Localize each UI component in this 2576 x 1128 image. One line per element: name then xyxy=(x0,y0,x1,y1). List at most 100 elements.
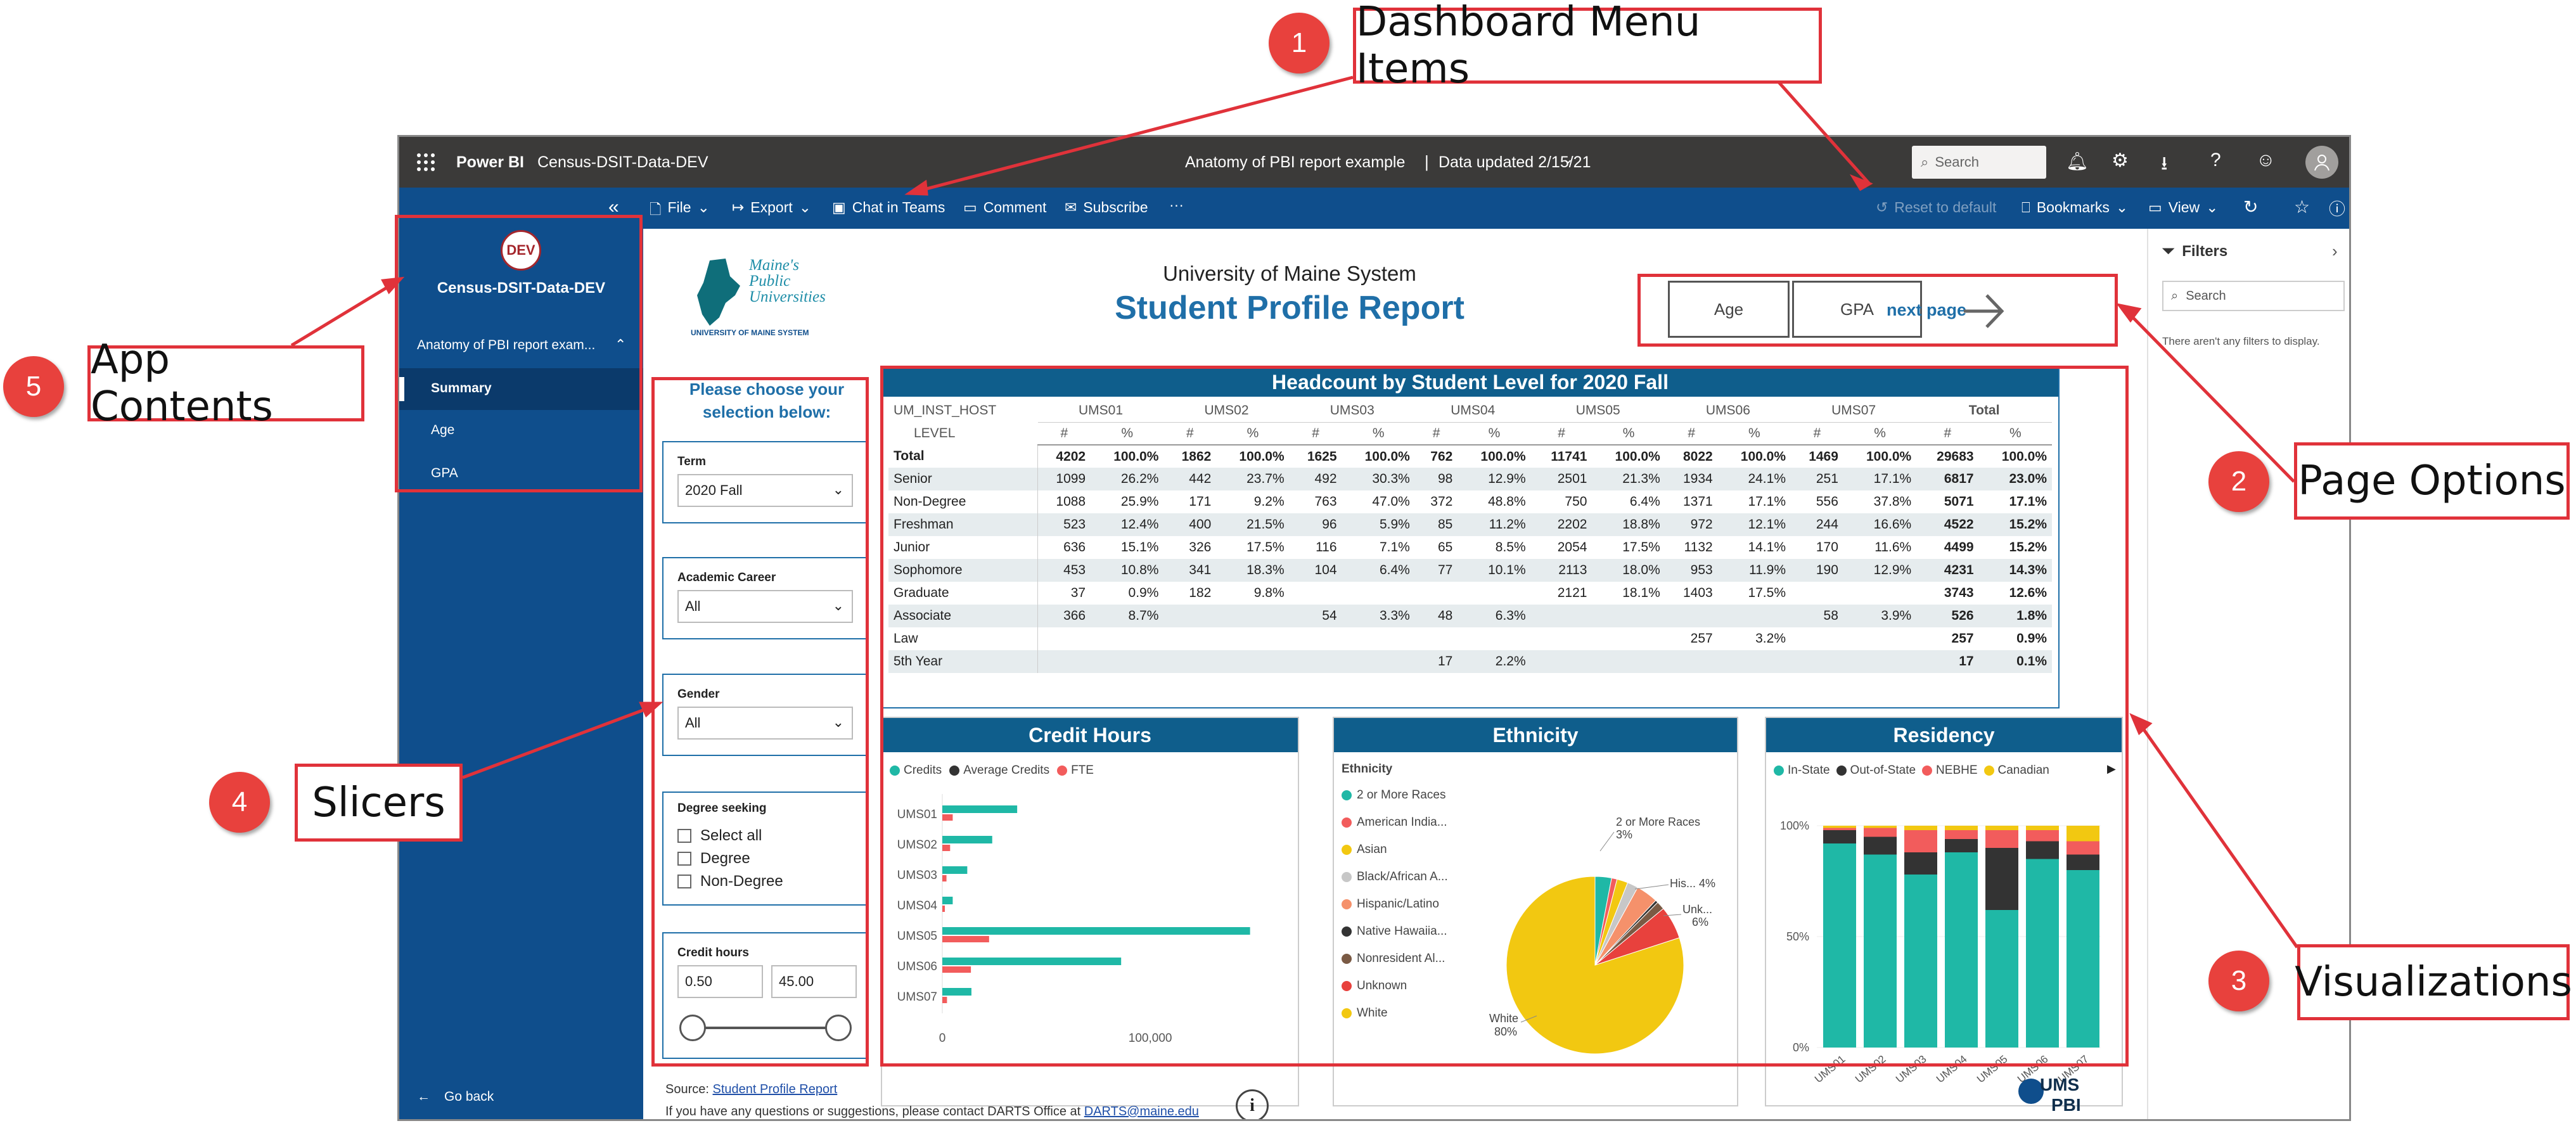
campus-header[interactable]: UMS03 xyxy=(1289,399,1415,423)
measure-header[interactable]: # xyxy=(1530,422,1592,445)
legend-item[interactable]: White xyxy=(1342,999,1448,1027)
table-row[interactable]: Senior 1099 26.2% 442 23.7% 492 30.3% 98 12.9% 25… xyxy=(888,468,2052,490)
credit-min-input[interactable]: 0.50 xyxy=(677,965,763,998)
legend-item[interactable]: Nonresident Al... xyxy=(1342,945,1448,972)
refresh-icon[interactable]: ↻ xyxy=(2243,197,2259,217)
credit-max-input[interactable]: 45.00 xyxy=(771,965,857,998)
nav-section-label[interactable]: Anatomy of PBI report exam... xyxy=(417,338,596,352)
table-row[interactable]: 5th Year 17 2.2% 17 0.1% xyxy=(888,650,2052,673)
measure-header[interactable]: # xyxy=(1037,422,1091,445)
file-menu[interactable]: 🗋︎ File ⌄ xyxy=(650,199,710,224)
workspace-name[interactable]: Census-DSIT-Data-DEV xyxy=(537,153,708,171)
measure-header[interactable]: % xyxy=(1091,422,1164,445)
legend-item[interactable]: Unknown xyxy=(1342,972,1448,999)
legend-scroll-icon[interactable]: ▶ xyxy=(2107,762,2116,775)
info-icon[interactable]: ⓘ xyxy=(2329,200,2346,219)
info-icon[interactable]: i xyxy=(1236,1089,1269,1119)
email-link[interactable]: DARTS@maine.edu xyxy=(1084,1105,1199,1118)
checkbox[interactable] xyxy=(677,875,691,888)
chevron-up-icon[interactable]: ⌃ xyxy=(615,336,627,352)
star-icon[interactable]: ☆ xyxy=(2294,197,2310,217)
measure-header[interactable]: % xyxy=(1342,422,1415,445)
campus-header[interactable]: UMS04 xyxy=(1414,399,1531,423)
degree-option[interactable]: Non-Degree xyxy=(677,870,783,893)
career-dropdown[interactable]: All ⌄ xyxy=(677,590,853,623)
table-row[interactable]: Sophomore 453 10.8% 341 18.3% 104 6.4% 77 10.1% 2… xyxy=(888,559,2052,582)
slider-max-handle[interactable] xyxy=(825,1015,852,1041)
measure-header[interactable]: % xyxy=(1717,422,1791,445)
gender-dropdown[interactable]: All ⌄ xyxy=(677,707,853,740)
chevron-right-icon[interactable]: › xyxy=(2332,241,2338,260)
table-row[interactable]: Total 4202 100.0% 1862 100.0% 1625 100.0% 762 10… xyxy=(888,445,2052,468)
bell-icon[interactable]: 🔔︎ xyxy=(2066,151,2089,171)
page-button-age[interactable]: Age xyxy=(1668,281,1790,338)
next-page-link[interactable]: next page xyxy=(1841,300,2012,320)
measure-header[interactable]: % xyxy=(1216,422,1290,445)
chevron-down-icon[interactable]: ⌄ xyxy=(1562,151,1574,167)
headcount-table[interactable]: UM_INST_HOST UMS01 UMS02 UMS03 UMS04 UMS05 UMS… xyxy=(888,399,2052,673)
table-row[interactable]: Law 257 3.2% 257 0.9% xyxy=(888,627,2052,650)
legend-item[interactable]: 2 or More Races xyxy=(1342,781,1448,809)
help-icon[interactable]: ? xyxy=(2210,150,2221,170)
filter-search-input[interactable]: ⌕ Search xyxy=(2162,281,2345,311)
residency-stacked-chart[interactable]: 100%50%0%UMS01 UMS02 UMS03 UMS04 UMS05 UMS06 U… xyxy=(1766,781,2122,1105)
table-row[interactable]: Junior 636 15.1% 326 17.5% 116 7.1% 65 8.5% 2054 1… xyxy=(888,536,2052,559)
chat-in-teams-button[interactable]: ▣ Chat in Teams xyxy=(832,199,945,216)
measure-header[interactable]: # xyxy=(1665,422,1718,445)
legend-item[interactable]: Native Hawaiia... xyxy=(1342,918,1448,945)
slider-min-handle[interactable] xyxy=(679,1015,706,1041)
nav-item-summary[interactable]: Summary xyxy=(399,368,643,410)
measure-header[interactable]: # xyxy=(1289,422,1342,445)
arrow-right-icon[interactable] xyxy=(1961,289,2006,333)
page-button-gpa[interactable]: GPA xyxy=(1792,281,1922,338)
bookmarks-menu[interactable]: ⎕ Bookmarks ⌄ xyxy=(2022,199,2128,216)
go-back-button[interactable]: ← Go back xyxy=(417,1089,494,1105)
credit-hours-chart[interactable]: UMS01 UMS02 UMS03 UMS04 UMS05 UMS06 UMS07 0 100,… xyxy=(882,781,1298,1105)
campus-header[interactable]: UMS01 xyxy=(1037,399,1164,423)
measure-header[interactable]: # xyxy=(1163,422,1217,445)
campus-header[interactable]: UMS06 xyxy=(1665,399,1791,423)
data-updated[interactable]: Data updated 2/15/21 xyxy=(1439,153,1591,171)
measure-header[interactable]: # xyxy=(1916,422,1979,445)
app-launcher-icon[interactable] xyxy=(413,150,439,175)
table-row[interactable]: Non-Degree 1088 25.9% 171 9.2% 763 47.0% 372 48.… xyxy=(888,490,2052,513)
term-dropdown[interactable]: 2020 Fall ⌄ xyxy=(677,474,853,507)
campus-header[interactable]: UMS02 xyxy=(1163,399,1290,423)
nav-item-age[interactable]: Age xyxy=(431,423,455,437)
measure-header[interactable]: % xyxy=(1458,422,1531,445)
degree-option[interactable]: Degree xyxy=(677,847,783,870)
gear-icon[interactable]: ⚙ xyxy=(2111,150,2129,171)
brand-label[interactable]: Power BI xyxy=(456,153,524,171)
measure-header[interactable]: # xyxy=(1791,422,1843,445)
table-row[interactable]: Freshman 523 12.4% 400 21.5% 96 5.9% 85 11.2% 220… xyxy=(888,513,2052,536)
subscribe-button[interactable]: ✉ Subscribe xyxy=(1065,199,1148,216)
checkbox[interactable] xyxy=(677,829,691,843)
legend-item[interactable]: American India... xyxy=(1342,809,1448,836)
measure-header[interactable]: % xyxy=(1978,422,2052,445)
smiley-icon[interactable]: ☺ xyxy=(2256,150,2276,170)
measure-header[interactable]: % xyxy=(1843,422,1917,445)
download-icon[interactable]: ⭳ xyxy=(2161,153,2168,174)
table-row[interactable]: Graduate 37 0.9% 182 9.8% 2121 18.1% 1403 17.5% 3… xyxy=(888,582,2052,605)
view-menu[interactable]: ▭ View ⌄ xyxy=(2148,199,2218,216)
nav-item-gpa[interactable]: GPA xyxy=(431,466,458,480)
legend-item[interactable]: Hispanic/Latino xyxy=(1342,890,1448,918)
reset-to-default-button[interactable]: ↺ Reset to default xyxy=(1876,199,1996,216)
legend-item[interactable]: Black/African A... xyxy=(1342,863,1448,890)
avatar[interactable] xyxy=(2305,146,2338,179)
checkbox[interactable] xyxy=(677,852,691,866)
legend-item[interactable]: Asian xyxy=(1342,836,1448,863)
source-link[interactable]: Student Profile Report xyxy=(712,1082,838,1096)
campus-header[interactable]: Total xyxy=(1916,399,2052,423)
degree-option[interactable]: Select all xyxy=(677,824,783,847)
campus-header[interactable]: UMS05 xyxy=(1530,399,1665,423)
search-box[interactable]: ⌕ Search xyxy=(1912,146,2046,179)
measure-header[interactable]: % xyxy=(1592,422,1665,445)
export-menu[interactable]: ↦ Export ⌄ xyxy=(732,199,811,216)
table-row[interactable]: Associate 366 8.7% 54 3.3% 48 6.3% 58 3.9% 526 1.8… xyxy=(888,605,2052,627)
measure-header[interactable]: # xyxy=(1414,422,1458,445)
more-options-icon[interactable]: ··· xyxy=(1169,196,1184,213)
campus-header[interactable]: UMS07 xyxy=(1791,399,1917,423)
collapse-nav-icon[interactable]: « xyxy=(608,196,619,217)
